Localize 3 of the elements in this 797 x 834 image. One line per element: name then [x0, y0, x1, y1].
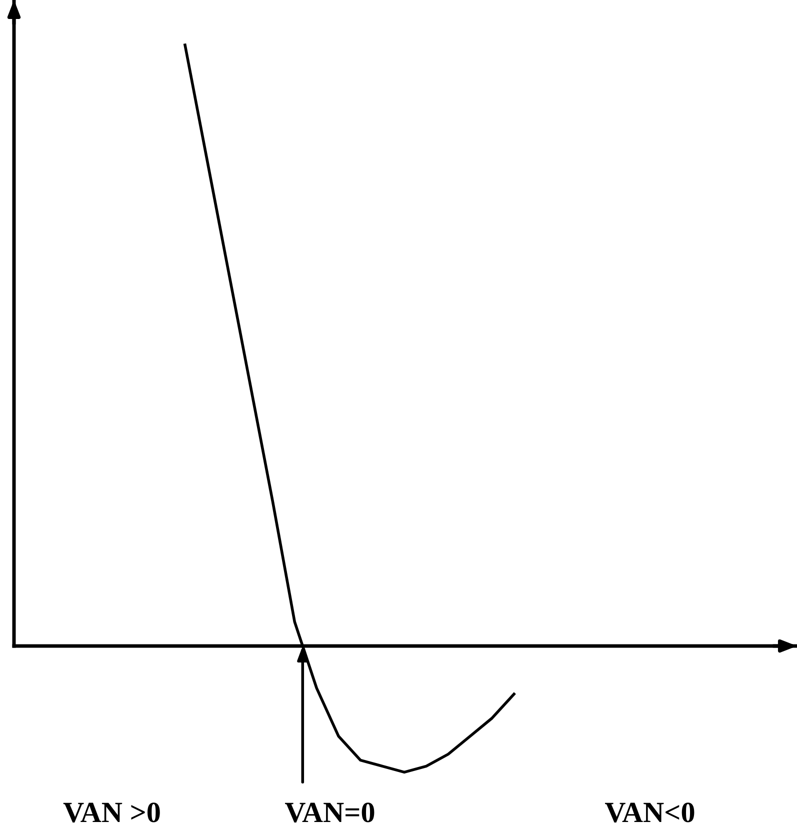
- text: VAN=0: [285, 802, 374, 822]
- text: VAN<0: [605, 802, 694, 822]
- text: VAN >0: [63, 802, 160, 822]
